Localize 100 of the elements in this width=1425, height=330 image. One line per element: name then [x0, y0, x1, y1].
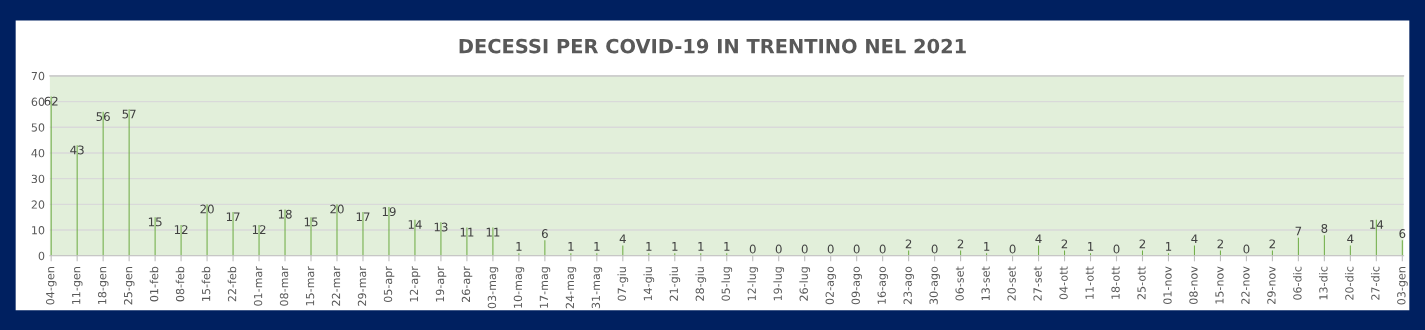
x-tick-label: 05-lug: [721, 267, 733, 301]
x-tick-label: 06-dic: [1293, 266, 1302, 300]
data-label: 1: [516, 242, 522, 251]
data-label: 17: [356, 212, 370, 222]
data-label: 0: [749, 244, 756, 254]
data-label: 2: [1217, 239, 1224, 249]
x-tick-label: 22-feb: [227, 266, 237, 302]
data-label: 19: [382, 207, 396, 217]
x-tick-label: 16-ago: [877, 266, 889, 304]
data-label: 1: [1088, 242, 1094, 251]
data-label: 1: [646, 242, 652, 251]
x-tick-label: 07-giu: [617, 267, 629, 301]
data-label: 1: [698, 242, 704, 251]
chart-title: DECESSI PER COVID-19 IN TRENTINO NEL 2021: [459, 38, 966, 54]
x-tick-label: 13-dic: [1319, 266, 1328, 300]
y-tick-label: 50: [31, 123, 45, 132]
data-label: 57: [122, 109, 136, 119]
data-label: 1: [724, 242, 730, 251]
y-tick-label: 10: [32, 226, 45, 235]
x-tick-label: 25-ott: [1137, 266, 1146, 300]
data-label: 0: [801, 244, 808, 254]
x-tick-label: 15-nov: [1215, 266, 1224, 304]
data-label: 17: [226, 212, 240, 222]
x-tick-label: 06-set: [955, 266, 964, 301]
data-label: 15: [148, 217, 162, 227]
data-label: 12: [174, 225, 188, 234]
data-label: 13: [434, 222, 448, 232]
x-tick-label: 01-mar: [253, 266, 263, 306]
data-label: 1: [568, 242, 574, 251]
data-label: 18: [278, 209, 292, 219]
data-label: 6: [541, 229, 548, 239]
y-tick-label: 40: [31, 148, 45, 158]
x-tick-label: 02-ago: [825, 266, 837, 305]
data-label: 7: [1295, 226, 1302, 236]
data-label: 1: [672, 242, 678, 251]
x-tick-label: 12-apr: [409, 266, 421, 302]
data-label: 4: [619, 234, 626, 244]
x-tick-label: 24-mag: [565, 267, 577, 309]
x-tick-label: 28-giu: [695, 267, 707, 301]
x-tick-label: 04-gen: [45, 267, 57, 305]
x-tick-label: 18-gen: [97, 267, 109, 305]
x-tick-label: 01-nov: [1163, 266, 1172, 304]
data-label: 0: [879, 244, 886, 254]
data-label: 0: [1243, 244, 1250, 254]
data-label: 6: [1399, 229, 1406, 239]
x-tick-label: 22-nov: [1241, 266, 1250, 304]
x-tick-label: 30-ago: [929, 266, 940, 305]
data-label: 11: [460, 227, 474, 237]
x-tick-label: 29-nov: [1267, 266, 1276, 304]
x-tick-label: 29-mar: [357, 266, 367, 306]
y-tick-label: 30: [31, 174, 45, 184]
x-tick-label: 03-gen: [1397, 267, 1408, 305]
data-label: 1: [1166, 242, 1172, 251]
x-tick-label: 12-lug: [747, 267, 759, 301]
x-tick-label: 14-giu: [643, 267, 655, 301]
x-tick-label: 18-ott: [1111, 266, 1120, 299]
x-tick-label: 27-set: [1033, 266, 1042, 301]
x-tick-label: 21-giu: [669, 267, 681, 301]
x-tick-label: 27-dic: [1370, 266, 1380, 300]
data-label: 2: [1139, 239, 1146, 249]
data-label: 2: [1061, 239, 1068, 249]
x-tick-label: 10-mag: [513, 267, 525, 308]
x-tick-label: 11-ott: [1085, 266, 1094, 299]
x-tick-label: 26-lug: [799, 267, 811, 301]
x-tick-label: 11-gen: [72, 267, 83, 305]
data-label: 20: [330, 204, 344, 214]
x-tick-label: 08-mar: [279, 266, 289, 306]
data-label: 20: [200, 204, 214, 214]
x-tick-label: 05-apr: [383, 266, 395, 303]
x-tick-label: 08-feb: [175, 266, 185, 302]
data-label: 15: [304, 217, 318, 227]
data-label: 0: [1009, 244, 1016, 254]
x-tick-label: 20-dic: [1344, 266, 1354, 300]
data-label: 4: [1035, 234, 1042, 244]
x-tick-label: 13-set: [981, 266, 990, 301]
x-tick-label: 15-mar: [305, 266, 315, 306]
data-label: 0: [931, 244, 938, 254]
data-label: 0: [827, 244, 834, 254]
x-tick-label: 17-mag: [539, 267, 551, 308]
data-label: 14: [408, 220, 422, 229]
y-tick-label: 70: [31, 71, 45, 81]
x-tick-label: 15-feb: [201, 266, 211, 301]
data-label: 1: [984, 242, 990, 251]
x-tick-label: 23-ago: [903, 266, 915, 305]
x-tick-label: 08-nov: [1189, 266, 1198, 304]
data-label: 2: [905, 239, 912, 249]
data-label: 2: [1269, 239, 1275, 249]
data-label: 0: [775, 244, 782, 254]
y-tick-label: 0: [38, 251, 45, 261]
data-label: 8: [1321, 223, 1328, 233]
y-tick-label: 60: [31, 97, 45, 106]
x-tick-label: 19-lug: [773, 267, 785, 301]
data-label: 11: [486, 227, 500, 237]
x-tick-label: 03-mag: [487, 267, 499, 309]
x-tick-label: 09-ago: [851, 266, 863, 305]
x-tick-label: 20-set: [1007, 266, 1016, 301]
x-tick-label: 25-gen: [123, 267, 135, 305]
x-tick-label: 19-apr: [435, 266, 447, 302]
data-label: 0: [1113, 244, 1120, 254]
y-tick-label: 20: [31, 200, 45, 209]
